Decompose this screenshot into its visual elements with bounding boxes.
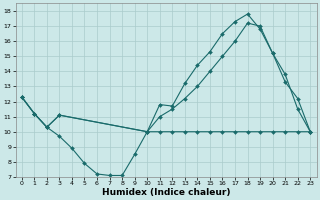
X-axis label: Humidex (Indice chaleur): Humidex (Indice chaleur) <box>102 188 230 197</box>
